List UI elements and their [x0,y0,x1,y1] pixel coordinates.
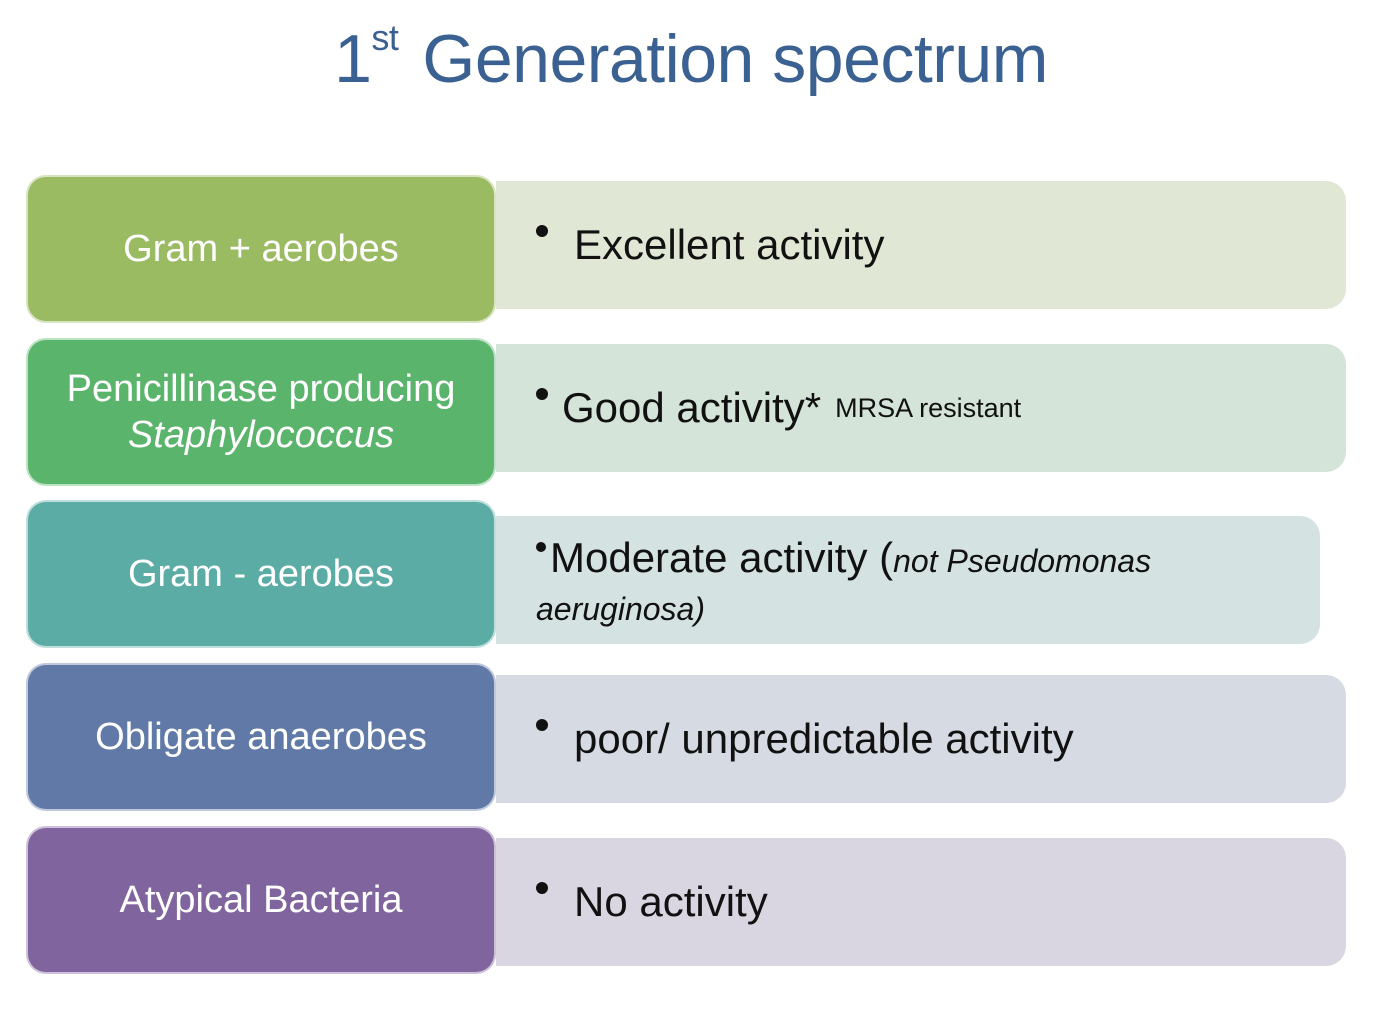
label-italic-text: Staphylococcus [127,414,395,456]
title-number: 1 [334,21,372,97]
bullet-icon [536,719,548,731]
content-text: poor/ unpredictable activity [574,715,1074,762]
label-atypical: Atypical Bacteria [26,826,496,974]
content-gram-positive: Excellent activity [496,181,1346,309]
label-text: Atypical Bacteria [119,879,403,921]
label-anaerobes: Obligate anaerobes [26,663,496,811]
label-penicillinase: Penicillinase producing Staphylococcus [26,338,496,486]
label-text: Gram - aerobes [127,553,395,595]
content-text: Moderate activity ( [550,534,894,581]
row-penicillinase: Penicillinase producing Staphylococcus Go… [26,338,1346,490]
label-text: Penicillinase producing [66,368,456,410]
bullet-icon [536,388,548,400]
content-italic-1: not Pseudomonas [893,543,1152,579]
title-superscript: st [371,17,399,58]
row-gram-positive: Gram + aerobes Excellent activity [26,175,1346,327]
content-text: Excellent activity [574,221,885,268]
row-anaerobes: Obligate anaerobes poor/ unpredictable a… [26,663,1346,815]
content-italic-2: aeruginosa) [536,591,705,627]
content-anaerobes: poor/ unpredictable activity [496,675,1346,803]
content-penicillinase: Good activity* MRSA resistant [496,344,1346,472]
label-text: Gram + aerobes [123,228,399,270]
bullet-icon [536,542,546,552]
slide-title: 1st Generation spectrum [0,14,1382,104]
content-note: MRSA resistant [835,392,1022,423]
content-gram-negative: Moderate activity (not Pseudomonas aerugi… [496,516,1320,644]
bullet-icon [536,882,548,894]
bullet-icon [536,225,548,237]
label-gram-negative: Gram - aerobes [26,500,496,648]
row-gram-negative: Gram - aerobes Moderate activity (not Ps… [26,500,1346,652]
content-atypical: No activity [496,838,1346,966]
row-atypical: Atypical Bacteria No activity [26,826,1346,978]
content-text: No activity [574,878,768,925]
label-gram-positive: Gram + aerobes [26,175,496,323]
label-text: Obligate anaerobes [95,716,427,758]
title-text: Generation spectrum [422,21,1048,97]
content-text: Good activity* [562,384,822,431]
